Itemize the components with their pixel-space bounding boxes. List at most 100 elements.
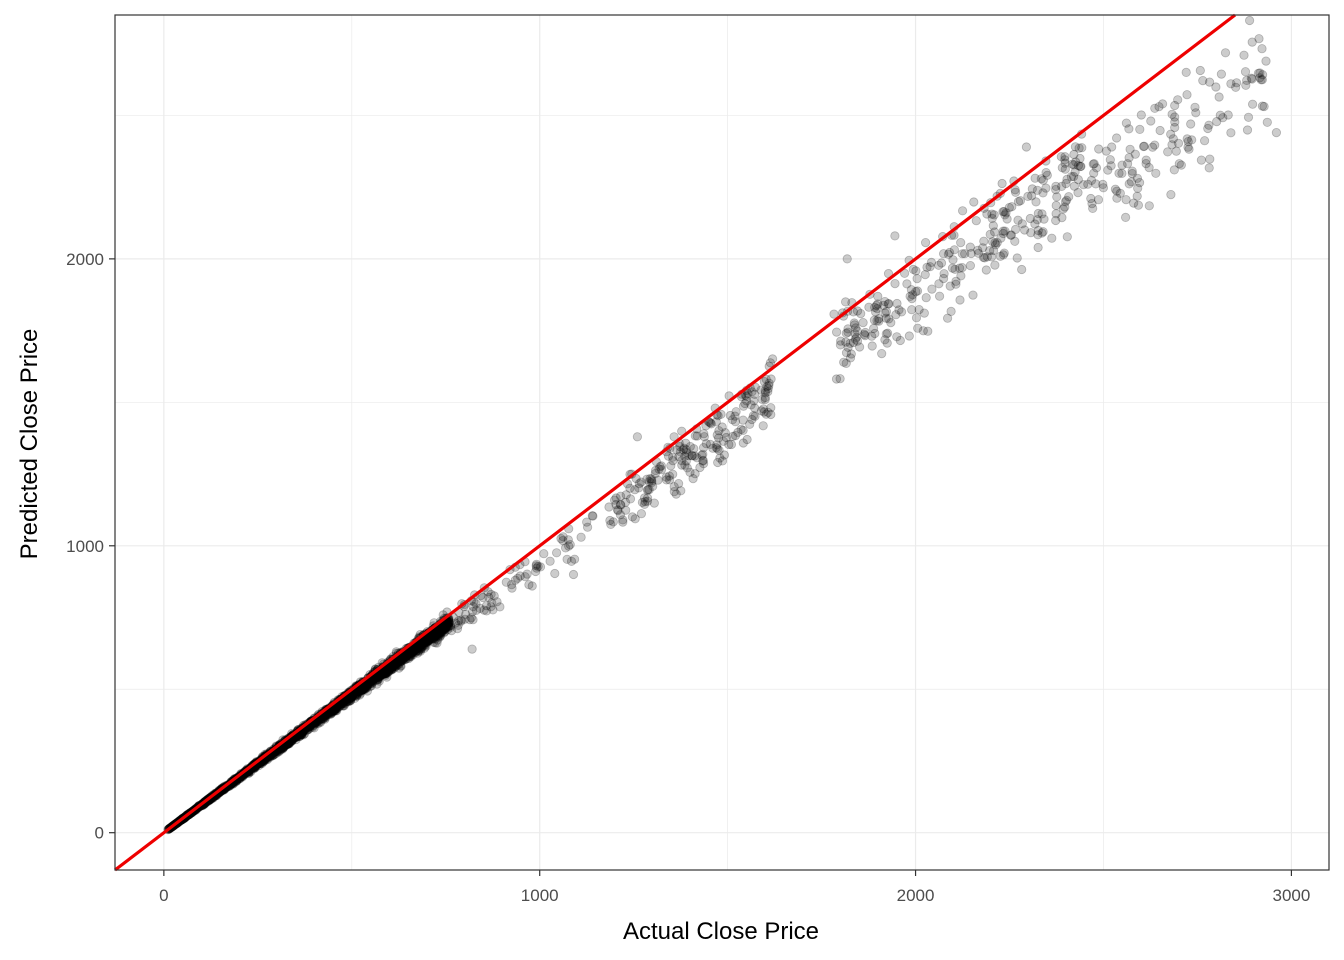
data-point [1033, 242, 1043, 253]
data-point [460, 614, 470, 624]
data-point [1259, 101, 1269, 112]
data-point [718, 436, 729, 446]
data-point [1166, 190, 1176, 200]
data-point [399, 653, 409, 664]
data-point [319, 712, 329, 722]
data-point [872, 303, 882, 314]
data-point [766, 409, 776, 420]
data-point [379, 668, 389, 678]
data-point [1271, 128, 1282, 138]
data-point [891, 310, 901, 320]
data-point [1083, 179, 1093, 189]
data-point [1112, 133, 1122, 143]
data-point [421, 633, 432, 644]
data-point [366, 681, 377, 691]
data-point [392, 658, 402, 669]
data-point [357, 683, 367, 694]
data-point [890, 278, 900, 289]
data-point [348, 691, 358, 701]
data-point [329, 706, 339, 716]
data-point [435, 624, 445, 634]
data-point [1195, 65, 1205, 76]
data-point [312, 717, 322, 727]
data-point [992, 238, 1002, 248]
data-point [438, 624, 448, 635]
data-point [951, 279, 961, 289]
data-point [396, 654, 406, 664]
data-point [831, 374, 842, 384]
data-point [999, 248, 1009, 258]
data-point [441, 622, 451, 632]
data-point [1239, 50, 1249, 60]
data-point [381, 668, 392, 678]
data-point [330, 705, 340, 715]
data-point [939, 269, 949, 279]
data-point [357, 684, 367, 695]
data-point [954, 263, 965, 273]
data-point [423, 636, 434, 646]
data-point [971, 216, 981, 226]
data-point [355, 685, 365, 696]
data-point [1205, 154, 1215, 164]
data-point [1196, 155, 1207, 165]
data-point [1051, 185, 1061, 195]
data-point [736, 424, 746, 434]
data-point [956, 238, 966, 248]
data-point [431, 627, 441, 638]
data-point [401, 654, 411, 664]
data-point [1087, 199, 1097, 209]
data-point [604, 502, 614, 512]
data-point [649, 498, 659, 508]
data-point [350, 693, 360, 703]
data-point [758, 421, 768, 431]
data-point [1027, 184, 1037, 194]
data-point [688, 473, 698, 484]
data-point [343, 697, 354, 707]
data-point [415, 640, 426, 650]
data-point [384, 663, 394, 673]
data-point [760, 394, 770, 405]
data-point [1057, 163, 1067, 173]
data-point [433, 631, 443, 641]
data-point [302, 725, 313, 735]
data-point [539, 549, 549, 559]
data-point [424, 635, 434, 646]
data-point [444, 621, 454, 631]
data-point [969, 197, 979, 207]
data-point [1007, 202, 1017, 212]
data-point [331, 703, 341, 713]
data-point [322, 710, 332, 720]
data-point [429, 632, 439, 642]
data-point [403, 649, 413, 659]
data-point [325, 707, 335, 717]
data-point [385, 662, 395, 672]
data-point [361, 680, 371, 690]
data-point [1191, 108, 1201, 118]
data-point [418, 638, 428, 648]
data-point [398, 654, 409, 664]
data-point [405, 646, 416, 656]
data-point [394, 659, 404, 670]
data-point [1042, 170, 1052, 180]
data-point [417, 639, 427, 650]
data-point [1170, 100, 1180, 111]
data-point [336, 700, 346, 710]
data-point [923, 326, 933, 336]
data-point [428, 633, 438, 643]
y-tick-label: 0 [95, 824, 104, 843]
data-point [320, 712, 330, 723]
data-point [439, 628, 449, 638]
data-point [326, 706, 337, 717]
data-point [342, 696, 352, 706]
data-point [287, 736, 297, 746]
data-point [357, 685, 367, 696]
data-point [728, 431, 738, 441]
data-point [706, 419, 716, 429]
y-tick-label: 1000 [66, 537, 104, 556]
data-point [443, 618, 453, 628]
data-point [1204, 163, 1214, 173]
data-point [1203, 123, 1213, 134]
data-point [342, 696, 352, 706]
data-point [407, 648, 418, 658]
